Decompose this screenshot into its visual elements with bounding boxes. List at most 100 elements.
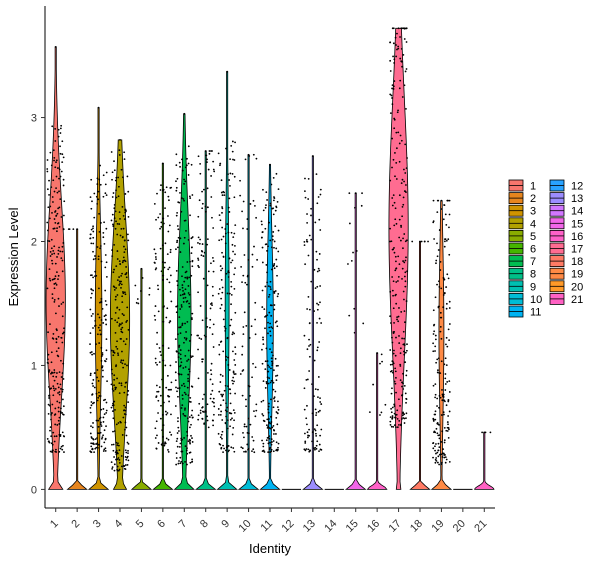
data-point: [103, 221, 105, 224]
max-point: [397, 27, 400, 30]
data-point: [56, 382, 59, 385]
data-point: [51, 403, 54, 406]
data-point: [53, 435, 56, 438]
data-point: [243, 425, 246, 428]
data-point: [253, 451, 256, 454]
data-point: [448, 391, 451, 393]
data-point: [224, 228, 227, 230]
data-point: [176, 177, 179, 180]
data-point: [262, 380, 265, 383]
legend-item-7: 7: [508, 255, 536, 268]
data-point: [177, 387, 179, 390]
data-point: [320, 322, 323, 324]
data-point: [448, 410, 451, 413]
data-point: [267, 382, 270, 385]
legend-item-15: 15: [549, 217, 583, 230]
data-point: [266, 250, 268, 252]
data-point: [191, 246, 193, 249]
data-point: [231, 333, 234, 336]
data-point: [168, 199, 170, 202]
data-point: [270, 314, 273, 317]
data-point: [126, 393, 129, 396]
data-point: [273, 292, 276, 294]
data-point: [439, 326, 442, 328]
data-point: [403, 417, 406, 420]
data-point: [221, 211, 223, 214]
data-point: [402, 237, 404, 240]
data-point: [52, 333, 55, 335]
data-point: [165, 186, 168, 189]
data-point: [119, 361, 122, 364]
data-point: [101, 375, 104, 378]
data-point: [54, 407, 57, 410]
data-point: [155, 420, 158, 423]
x-tick-label: 6: [155, 518, 168, 531]
data-point: [183, 183, 186, 185]
data-point: [394, 36, 397, 39]
data-point: [50, 164, 53, 167]
data-point: [89, 372, 92, 375]
data-point: [182, 413, 185, 415]
data-point: [219, 373, 222, 376]
data-point: [245, 325, 248, 327]
data-point: [265, 380, 268, 383]
data-point: [397, 47, 400, 50]
data-point: [53, 227, 56, 230]
data-point: [175, 248, 177, 251]
data-point: [315, 414, 317, 417]
data-point: [270, 367, 272, 370]
data-point: [160, 184, 162, 187]
data-point: [401, 205, 404, 208]
data-point: [308, 338, 310, 341]
data-point: [397, 320, 400, 323]
data-point: [112, 430, 114, 433]
data-point: [253, 410, 255, 413]
data-point: [92, 225, 94, 228]
data-point: [405, 412, 408, 415]
data-point: [116, 279, 119, 282]
data-point: [62, 156, 65, 159]
data-point: [164, 441, 166, 444]
data-point: [121, 295, 124, 298]
data-point: [399, 365, 402, 367]
data-point: [50, 238, 53, 241]
data-point: [230, 261, 232, 264]
data-point: [119, 282, 121, 285]
data-point: [118, 280, 121, 283]
data-point: [62, 214, 65, 217]
data-point: [353, 307, 356, 310]
violin-group-9: [216, 70, 238, 490]
data-point: [96, 437, 98, 439]
data-point: [175, 440, 178, 443]
data-point: [154, 427, 157, 430]
legend-item-9: 9: [508, 280, 536, 293]
data-point: [100, 425, 103, 427]
data-point: [122, 416, 125, 419]
data-point: [277, 442, 280, 445]
data-point: [123, 158, 126, 161]
legend-label: 17: [571, 244, 583, 256]
data-point: [125, 276, 128, 279]
data-point: [213, 170, 216, 173]
data-point: [164, 242, 167, 245]
data-point: [233, 196, 236, 199]
data-point: [52, 385, 55, 388]
data-point: [51, 253, 53, 256]
data-point: [372, 383, 375, 386]
data-point: [221, 419, 224, 421]
data-point: [89, 308, 92, 311]
data-point: [176, 280, 178, 282]
data-point: [124, 211, 127, 214]
data-point: [220, 179, 223, 182]
data-point: [319, 285, 322, 287]
data-point: [121, 313, 124, 315]
data-point: [379, 414, 381, 416]
data-point: [162, 217, 165, 220]
max-point: [440, 199, 443, 202]
data-point: [209, 397, 212, 400]
data-point: [225, 355, 227, 358]
data-point: [47, 206, 50, 209]
data-point: [272, 388, 275, 391]
data-point: [306, 213, 308, 215]
data-point: [481, 431, 484, 434]
